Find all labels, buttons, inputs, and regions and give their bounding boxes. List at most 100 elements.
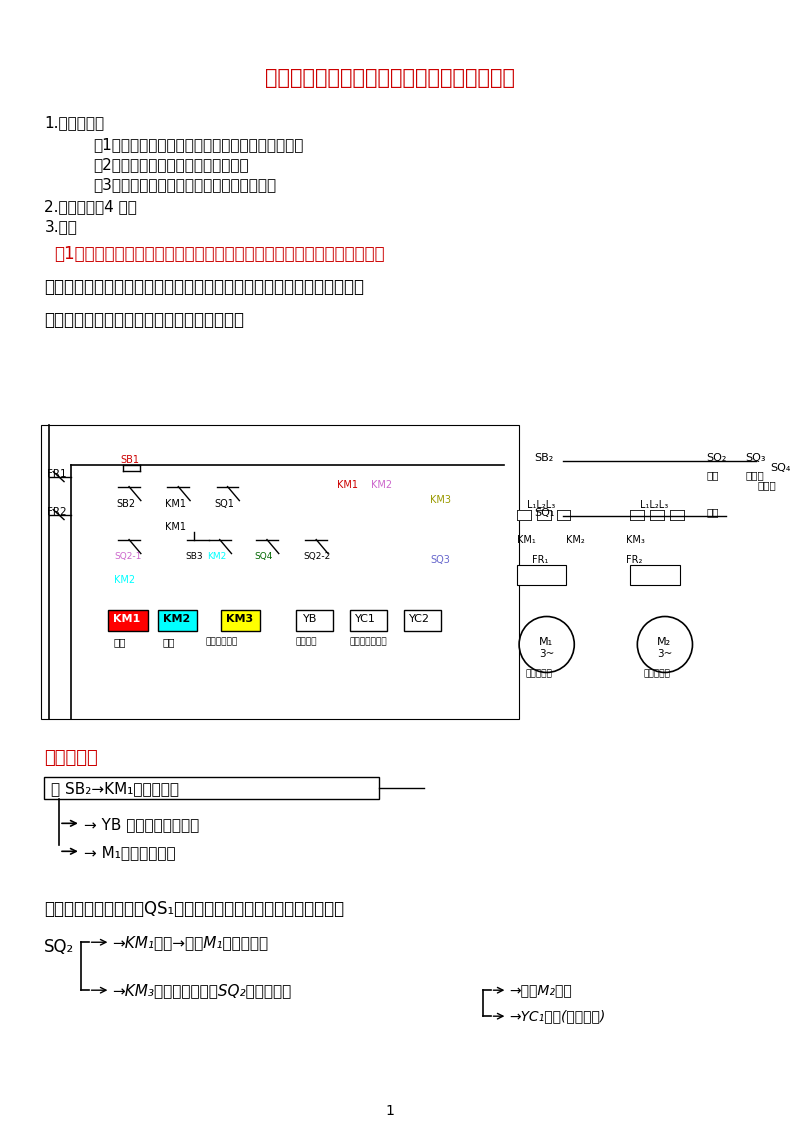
Text: SQ₁: SQ₁ [534,507,554,517]
Text: （1）、由两台电动机作动力源，快速电动机通过丝杆进给装置实现笱体向: （1）、由两台电动机作动力源，快速电动机通过丝杆进给装置实现笱体向 [54,245,385,263]
Bar [650,509,664,519]
Text: SQ3: SQ3 [431,554,450,564]
Text: KM₂: KM₂ [566,534,585,544]
Text: SQ4: SQ4 [254,552,273,561]
Text: 快进: 快进 [707,470,718,480]
Text: 操作步骤：: 操作步骤： [44,749,98,767]
Bar [630,509,644,519]
Text: KM1: KM1 [166,522,186,532]
Bar [44,778,379,799]
Text: 电磁制动: 电磁制动 [296,637,317,646]
Bar [517,564,566,585]
Text: L₁L₂L₃: L₁L₂L₃ [527,499,555,509]
Circle shape [638,616,692,672]
Text: 2.考核工时：4 小时: 2.考核工时：4 小时 [44,199,137,214]
Text: KM1: KM1 [113,614,140,624]
Text: （2）按照国家标准绘制正规原理图；: （2）按照国家标准绘制正规原理图； [94,157,249,172]
Text: FR₁: FR₁ [532,554,548,564]
Text: KM2: KM2 [114,574,136,585]
Bar [537,509,550,519]
Bar [41,424,519,719]
Text: KM1: KM1 [337,479,358,489]
Bar [220,609,260,632]
Bar [517,509,531,519]
Text: KM2: KM2 [163,614,190,624]
Text: 3.任务: 3.任务 [44,219,77,233]
Text: → M₁正转（快进）: → M₁正转（快进） [84,845,175,861]
Bar [109,609,147,632]
Text: 前，向后移动，快速电动机端部装有制动电磁铁，主电机带动主轴旋转，: 前，向后移动，快速电动机端部装有制动电磁铁，主电机带动主轴旋转， [44,278,364,296]
Text: KM1: KM1 [166,498,186,508]
Text: →KM₃得电（无自锁，SQ₂一直压下）: →KM₃得电（无自锁，SQ₂一直压下） [113,983,292,999]
Bar [537,509,550,519]
Bar [670,509,684,519]
Text: （二）设计机械动力头控制电路并接线、调试: （二）设计机械动力头控制电路并接线、调试 [265,68,515,88]
Text: 同时通过电磁离合器进给机构实现二次进给。: 同时通过电磁离合器进给机构实现二次进给。 [44,311,244,329]
Text: SQ₃: SQ₃ [745,452,766,462]
Text: →KM₁失电→电机M₁停车并刈车: →KM₁失电→电机M₁停车并刈车 [113,936,268,950]
Text: SQ₂: SQ₂ [707,452,726,462]
Text: YB: YB [304,614,318,624]
Text: YC2: YC2 [409,614,430,624]
Text: L₁L₂L₃: L₁L₂L₃ [640,499,668,509]
Bar [517,509,531,519]
Text: 动力头离开原位前进，QS₁复位，动力头快进到设定位置时，压下: 动力头离开原位前进，QS₁复位，动力头快进到设定位置时，压下 [44,900,344,918]
Bar [670,509,684,519]
Text: → YB 得电（放开刈车）: → YB 得电（放开刈车） [84,817,199,833]
Text: SQ₂: SQ₂ [44,938,75,956]
Text: KM₁: KM₁ [517,534,536,544]
Text: KM2: KM2 [207,552,226,561]
Bar [630,509,644,519]
Text: KM2: KM2 [371,479,393,489]
Bar [650,509,664,519]
Text: SB3: SB3 [186,552,203,561]
Circle shape [519,616,574,672]
Bar [296,609,333,632]
Text: FR2: FR2 [48,507,67,516]
Bar [630,509,644,519]
Bar [404,609,442,632]
Bar [557,509,570,519]
Text: 一工进: 一工进 [745,470,764,480]
Text: 3~: 3~ [538,650,554,660]
Bar [650,509,664,519]
Bar [630,564,680,585]
Text: 1.考核要求：: 1.考核要求： [44,114,105,130]
Text: 快退: 快退 [163,637,175,647]
Bar [670,509,684,519]
Text: KM3: KM3 [431,495,451,505]
Text: YC1: YC1 [354,614,376,624]
Text: 快进: 快进 [113,637,126,647]
Text: 主轴电动机: 主轴电动机 [643,670,670,679]
Text: →YC₁得电(一次进给): →YC₁得电(一次进给) [509,1009,606,1023]
Text: 快退: 快退 [707,507,718,517]
Text: KM3: KM3 [225,614,253,624]
Bar [517,509,531,519]
Text: 快速电动机: 快速电动机 [525,670,552,679]
Text: FR₂: FR₂ [626,554,642,564]
Bar [158,609,197,632]
Text: →电机M₂启动: →电机M₂启动 [509,983,572,997]
Text: SQ₄: SQ₄ [770,462,791,472]
Text: KM₃: KM₃ [626,534,645,544]
Text: 二工进: 二工进 [757,480,776,490]
Bar [557,509,570,519]
Text: SB₂: SB₂ [534,452,554,462]
Text: M₁: M₁ [538,637,553,647]
Bar [350,609,387,632]
Text: SQ2-1: SQ2-1 [114,552,142,561]
Text: 按 SB₂→KM₁得电并自锁: 按 SB₂→KM₁得电并自锁 [52,781,179,797]
Text: （主轴电机）: （主轴电机） [206,637,238,646]
Text: SQ2-2: SQ2-2 [304,552,331,561]
Text: 工进电磁离合器: 工进电磁离合器 [350,637,387,646]
Text: SQ1: SQ1 [215,498,235,508]
Text: FR1: FR1 [48,469,67,479]
Text: （3）安装部分线路并通电，达到控制要求。: （3）安装部分线路并通电，达到控制要求。 [94,177,277,192]
Text: M₂: M₂ [657,637,671,647]
Text: 3~: 3~ [657,650,672,660]
Text: SB2: SB2 [117,498,136,508]
Text: （1）根据任务，要求正确设计主电路和控制线路；: （1）根据任务，要求正确设计主电路和控制线路； [94,137,304,151]
Text: 1: 1 [385,1104,395,1119]
Text: SB1: SB1 [121,454,140,465]
Bar [537,509,550,519]
